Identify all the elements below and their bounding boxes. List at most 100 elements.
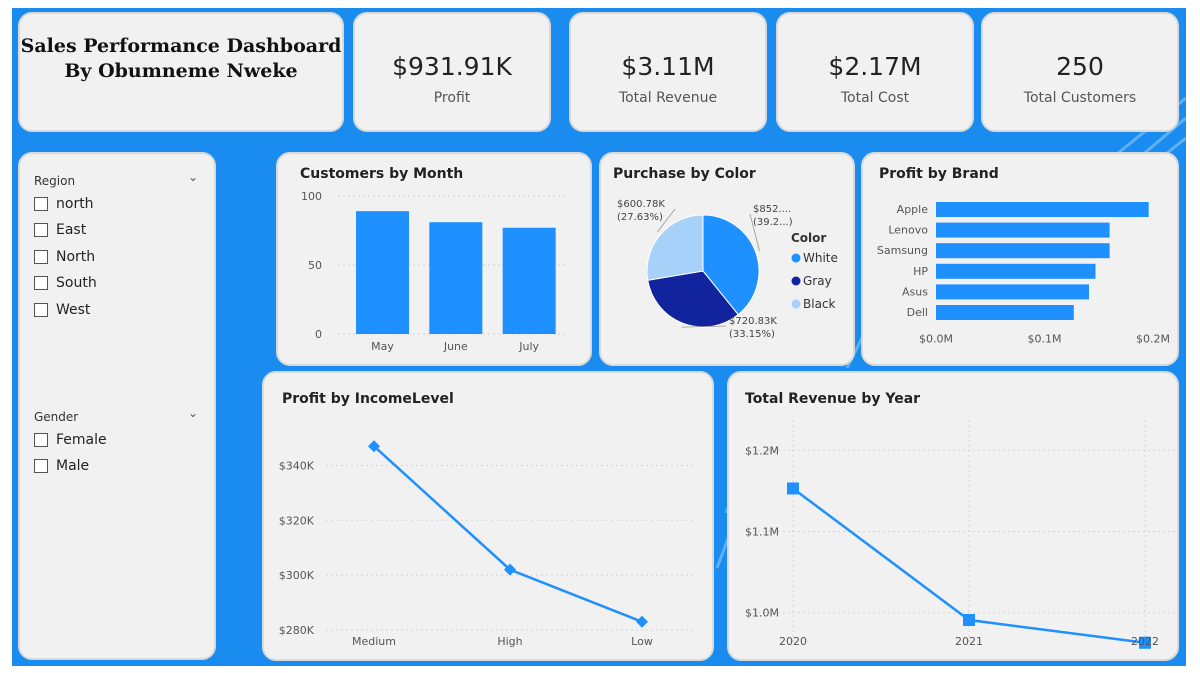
- kpi-label: Total Customers: [1023, 90, 1137, 106]
- chart-title: Purchase by Color: [613, 166, 756, 182]
- checkbox[interactable]: [34, 276, 48, 290]
- gender-option-male[interactable]: Male: [34, 456, 89, 476]
- customers-by-month-card: Customers by Month 0 50 100 May June July: [276, 152, 592, 366]
- legend-marker: [791, 299, 801, 309]
- chart-title: Customers by Month: [300, 166, 464, 182]
- data-label: $720.83K: [729, 316, 777, 327]
- kpi-card-total-customers[interactable]: 250 Total Customers: [981, 12, 1179, 132]
- series-line: [373, 445, 643, 623]
- dashboard-canvas: Sales Performance Dashboard By Obumneme …: [12, 8, 1186, 666]
- region-option-north-lower[interactable]: north: [34, 194, 94, 214]
- data-label-pct: (33.15%): [729, 329, 775, 340]
- legend-marker: [791, 253, 801, 263]
- dashboard-title: Sales Performance Dashboard By Obumneme …: [20, 34, 342, 84]
- chart-title: Total Revenue by Year: [745, 391, 921, 407]
- kpi-value: $3.11M: [621, 52, 715, 81]
- profit-by-brand-card: Profit by Brand Apple Lenovo Samsung HP Asus…: [861, 152, 1179, 366]
- x-tick-label: Low: [631, 635, 653, 648]
- y-tick-label: $1.2M: [745, 444, 779, 457]
- chart-title: Profit by IncomeLevel: [282, 391, 454, 407]
- x-tick-label: Medium: [352, 635, 396, 648]
- checkbox[interactable]: [34, 459, 48, 473]
- purchase-by-color-chart: $852.... (39.2...) $720.83K (33.15%) $600.78…: [617, 199, 838, 340]
- checkbox[interactable]: [34, 223, 48, 237]
- data-label-pct: (27.63%): [617, 212, 663, 223]
- data-label: $600.78K: [617, 199, 665, 210]
- y-tick-label: $1.0M: [745, 607, 779, 620]
- purchase-by-color-card: Purchase by Color $852.... (39.2...) $720.…: [599, 152, 855, 366]
- gender-option-female[interactable]: Female: [34, 430, 107, 450]
- y-tick-label: $1.1M: [745, 526, 779, 539]
- kpi-card-total-revenue[interactable]: $3.11M Total Revenue: [569, 12, 767, 132]
- kpi-value: 250: [1056, 52, 1104, 81]
- option-label: South: [56, 275, 97, 291]
- legend-title: Color: [791, 231, 826, 245]
- option-label: West: [56, 302, 91, 318]
- bar: [429, 222, 483, 334]
- option-label: North: [56, 249, 96, 265]
- kpi-label: Total Revenue: [618, 90, 718, 106]
- y-tick-label: Asus: [902, 285, 928, 298]
- region-slicer-title: Region: [34, 174, 76, 188]
- x-tick-label: June: [443, 340, 468, 353]
- region-option-west[interactable]: West: [34, 300, 90, 320]
- checkbox[interactable]: [34, 197, 48, 211]
- bar: [936, 202, 1149, 217]
- kpi-value: $2.17M: [828, 52, 922, 81]
- gender-slicer-title: Gender: [34, 410, 79, 424]
- x-tick-label: 2022: [1131, 635, 1159, 648]
- kpi-label: Total Cost: [840, 90, 910, 106]
- option-label: East: [56, 222, 87, 238]
- region-option-north[interactable]: North: [34, 247, 95, 267]
- profit-by-brand-chart: Apple Lenovo Samsung HP Asus Dell $0.0M $0.1M $0…: [877, 202, 1170, 346]
- x-tick-label: High: [497, 635, 522, 648]
- y-tick-label: Samsung: [877, 244, 928, 257]
- y-tick-label: $280K: [279, 624, 315, 637]
- checkbox[interactable]: [34, 433, 48, 447]
- x-tick-label: 2020: [779, 635, 807, 648]
- pie-slice: [647, 270, 739, 328]
- profit-by-incomelevel-chart: $280K $300K $320K $340K Medium High Low: [279, 440, 694, 648]
- kpi-card-total-cost[interactable]: $2.17M Total Cost: [776, 12, 974, 132]
- y-tick-label: HP: [913, 265, 928, 278]
- bar: [502, 227, 556, 334]
- total-revenue-by-year-chart: $1.0M $1.1M $1.2M 2020 2021 2022: [745, 420, 1177, 649]
- profit-by-incomelevel-card: Profit by IncomeLevel $280K $300K $320K $34…: [262, 371, 714, 661]
- data-point: [1139, 636, 1151, 649]
- chevron-down-icon[interactable]: ⌄: [188, 406, 199, 420]
- y-tick-label: 50: [308, 259, 322, 272]
- leader-line: [749, 213, 760, 252]
- y-tick-label: $340K: [279, 459, 315, 472]
- checkbox[interactable]: [34, 303, 48, 317]
- slicer-panel: Region ⌄ north East North South West Gen…: [18, 152, 216, 660]
- x-tick-label: $0.2M: [1136, 333, 1170, 346]
- y-tick-label: 0: [315, 328, 322, 341]
- chevron-down-icon[interactable]: ⌄: [188, 170, 199, 184]
- data-label: $852....: [753, 204, 791, 215]
- title-line-2: By Obumneme Nweke: [64, 60, 298, 82]
- x-tick-label: 2021: [955, 635, 983, 648]
- bar: [936, 305, 1074, 320]
- y-tick-label: Lenovo: [888, 224, 928, 237]
- region-option-east[interactable]: East: [34, 220, 86, 240]
- data-point: [963, 614, 975, 627]
- checkbox[interactable]: [34, 250, 48, 264]
- total-revenue-by-year-card: Total Revenue by Year $1.0M $1.1M $1.2M 202…: [727, 371, 1179, 661]
- kpi-label: Profit: [433, 90, 471, 106]
- title-card: Sales Performance Dashboard By Obumneme …: [18, 12, 344, 132]
- legend-label: Black: [803, 297, 836, 311]
- region-option-south[interactable]: South: [34, 273, 97, 293]
- option-label: north: [56, 196, 94, 212]
- leader-line: [656, 208, 676, 233]
- y-tick-label: $300K: [279, 569, 315, 582]
- title-line-1: Sales Performance Dashboard: [20, 35, 342, 57]
- kpi-card-profit[interactable]: $931.91K Profit: [353, 12, 551, 132]
- data-label-pct: (39.2...): [753, 217, 793, 228]
- x-tick-label: May: [371, 340, 394, 353]
- kpi-value: $931.91K: [392, 52, 512, 81]
- customers-by-month-chart: 0 50 100 May June July: [301, 190, 568, 353]
- pie-slice: [702, 214, 760, 316]
- option-label: Female: [56, 432, 107, 448]
- bar: [936, 243, 1110, 259]
- bar: [936, 222, 1110, 238]
